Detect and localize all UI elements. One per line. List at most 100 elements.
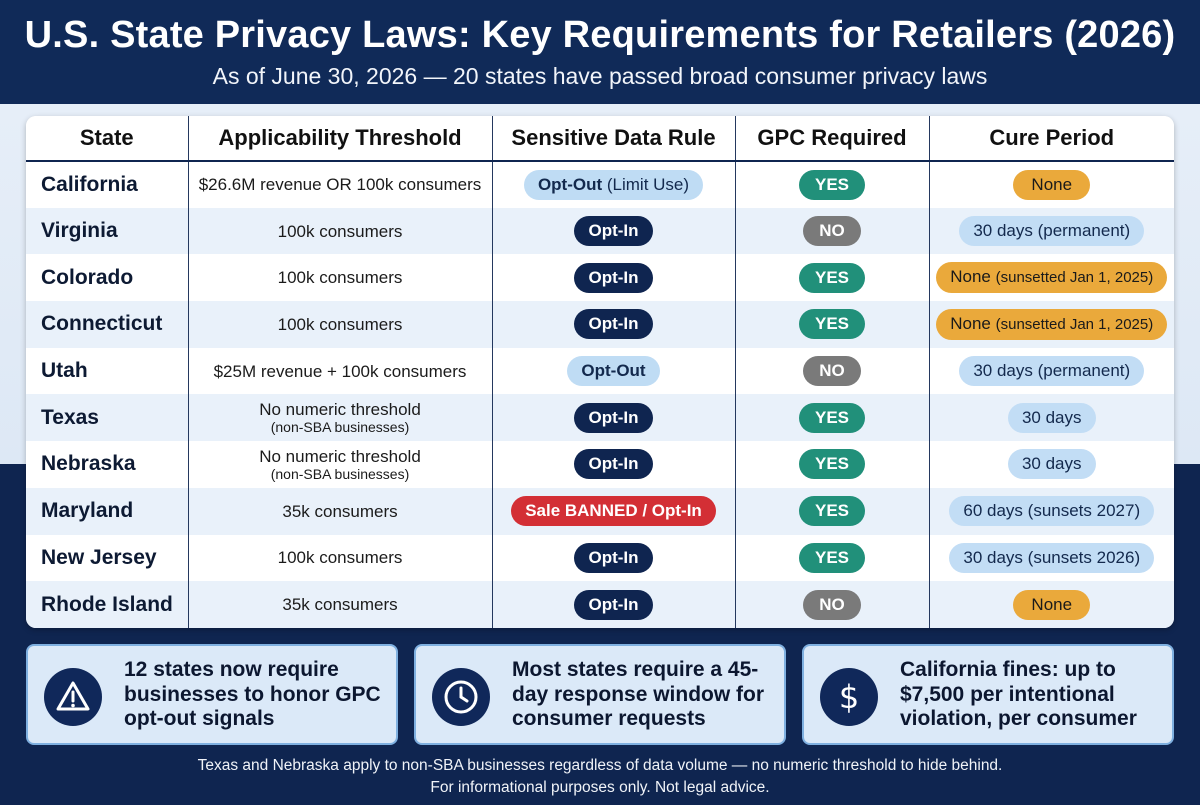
sensitive-cell: Opt-In [491,441,735,488]
cure-period-badge: 30 days (sunsets 2026) [949,542,1155,573]
cure-period-label: 30 days (permanent) [973,361,1131,381]
sensitive-rule-label: Opt-In [588,314,639,334]
cure-period-label: 30 days [1021,454,1082,474]
gpc-badge: YES [798,542,866,573]
footer-note: Texas and Nebraska apply to non-SBA busi… [0,755,1200,799]
threshold-cell: 35k consumers [187,581,492,628]
threshold-cell: No numeric threshold (non-SBA businesses) [187,394,492,442]
gpc-cell: YES [734,534,929,582]
threshold-cell: No numeric threshold (non-SBA businesses) [187,441,492,488]
gpc-badge: YES [798,309,866,340]
sensitive-cell: Sale BANNED / Opt-In [491,487,735,535]
cure-cell: 30 days [928,394,1174,442]
privacy-table-card: State Applicability Threshold Sensitive … [26,116,1174,628]
gpc-badge: NO [803,356,861,387]
cure-period-note: (sunsetted Jan 1, 2025) [995,315,1154,333]
sensitive-rule-badge: Opt-In [574,542,653,573]
threshold-subtext: (non-SBA businesses) [270,419,410,436]
sensitive-rule-badge: Opt-In [574,402,653,433]
cure-period-label: 30 days (permanent) [973,221,1131,241]
dollar-icon: $ [820,668,878,726]
column-header-threshold: Applicability Threshold [187,116,492,162]
cure-period-label: None [1031,174,1073,194]
cure-period-badge: None (sunsetted Jan 1, 2025) [936,308,1168,340]
table-row: Nebraska No numeric threshold (non-SBA bus… [26,441,1174,488]
sensitive-rule-label: Opt-Out [581,361,646,381]
cure-period-badge: None [1013,589,1091,620]
cure-cell: 60 days (sunsets 2027) [928,487,1174,535]
sensitive-cell: Opt-In [491,254,735,302]
footer-line-1: Texas and Nebraska apply to non-SBA busi… [197,757,1003,774]
cure-period-badge: None (sunsetted Jan 1, 2025) [936,262,1168,294]
gpc-cell: YES [734,254,929,302]
sensitive-cell: Opt-In [491,394,735,442]
callout-fines-text: California fines: up to $7,500 per inten… [900,658,1137,730]
threshold-text: 35k consumers [282,595,398,615]
sensitive-rule-label: Sale BANNED / Opt-In [525,501,702,521]
sensitive-cell: Opt-In [491,534,735,582]
sensitive-rule-label: Opt-In [588,594,639,614]
column-header-state: State [26,116,188,162]
sensitive-rule-label: Opt-In [588,221,639,241]
cure-period-note: (sunsetted Jan 1, 2025) [995,269,1154,287]
table-row: Texas No numeric threshold (non-SBA busine… [26,394,1174,442]
cure-period-badge: 30 days [1007,449,1096,480]
threshold-subtext: (non-SBA businesses) [270,465,410,482]
sensitive-rule-badge: Opt-In [574,262,653,293]
gpc-cell: YES [734,394,929,442]
threshold-cell: 100k consumers [187,254,492,302]
table-row: Connecticut 100k consumers Opt-In YES None (… [26,301,1174,348]
gpc-cell: NO [734,207,929,255]
sensitive-cell: Opt-In [491,301,735,348]
threshold-text: $26.6M revenue OR 100k consumers [198,175,482,195]
callout-gpc: 12 states now require businesses to hono… [26,644,398,745]
sensitive-cell: Opt-In [491,581,735,628]
threshold-cell: 100k consumers [187,207,492,255]
gpc-badge: NO [803,589,861,620]
state-cell: Colorado [26,254,188,302]
sensitive-rule-label: Opt-In [588,547,639,567]
table-row: New Jersey 100k consumers Opt-In YES 30 days… [26,534,1174,582]
threshold-text: 100k consumers [277,548,403,568]
sensitive-rule-note: (Limit Use) [606,174,690,194]
cure-period-badge: None [1013,169,1091,200]
sensitive-rule-label: Opt-In [588,267,639,287]
callout-california-fines: $ California fines: up to $7,500 per int… [802,644,1174,745]
page-header: U.S. State Privacy Laws: Key Requirement… [0,0,1200,104]
threshold-cell: 100k consumers [187,534,492,582]
sensitive-rule-label: Opt-In [588,454,639,474]
page-title: U.S. State Privacy Laws: Key Requirement… [24,14,1176,56]
sensitive-cell: Opt-Out (Limit Use) [491,161,735,208]
cure-cell: None (sunsetted Jan 1, 2025) [928,254,1174,302]
table-row: Virginia 100k consumers Opt-In NO 30 days (p… [26,207,1174,255]
cure-period-badge: 60 days (sunsets 2027) [949,496,1155,527]
column-header-gpc: GPC Required [734,116,929,162]
gpc-cell: NO [734,347,929,395]
state-cell: Utah [26,347,188,395]
state-cell: Nebraska [26,441,188,488]
sensitive-rule-badge: Opt-In [574,449,653,480]
gpc-cell: YES [734,301,929,348]
cure-cell: 30 days [928,441,1174,488]
cure-period-label: None [950,313,991,333]
column-header-sensitive: Sensitive Data Rule [491,116,735,162]
state-cell: New Jersey [26,534,188,582]
cure-cell: None [928,581,1174,628]
sensitive-rule-badge: Opt-Out [567,356,660,387]
cure-cell: 30 days (permanent) [928,347,1174,395]
threshold-cell: 35k consumers [187,487,492,535]
gpc-badge: NO [803,216,861,247]
table-row: Maryland 35k consumers Sale BANNED / Opt-I… [26,487,1174,535]
state-cell: Connecticut [26,301,188,348]
state-cell: Rhode Island [26,581,188,628]
threshold-text: 35k consumers [282,501,398,521]
callout-response-text: Most states require a 45-day response wi… [512,658,765,730]
gpc-cell: YES [734,441,929,488]
gpc-badge: YES [798,402,866,433]
cure-period-badge: 30 days [1007,402,1096,433]
threshold-text: No numeric threshold [259,400,421,420]
cure-cell: 30 days (sunsets 2026) [928,534,1174,582]
table-header-row: State Applicability Threshold Sensitive … [26,116,1174,162]
cure-period-label: 30 days (sunsets 2026) [963,547,1141,567]
table-body: California $26.6M revenue OR 100k consume… [26,161,1174,628]
